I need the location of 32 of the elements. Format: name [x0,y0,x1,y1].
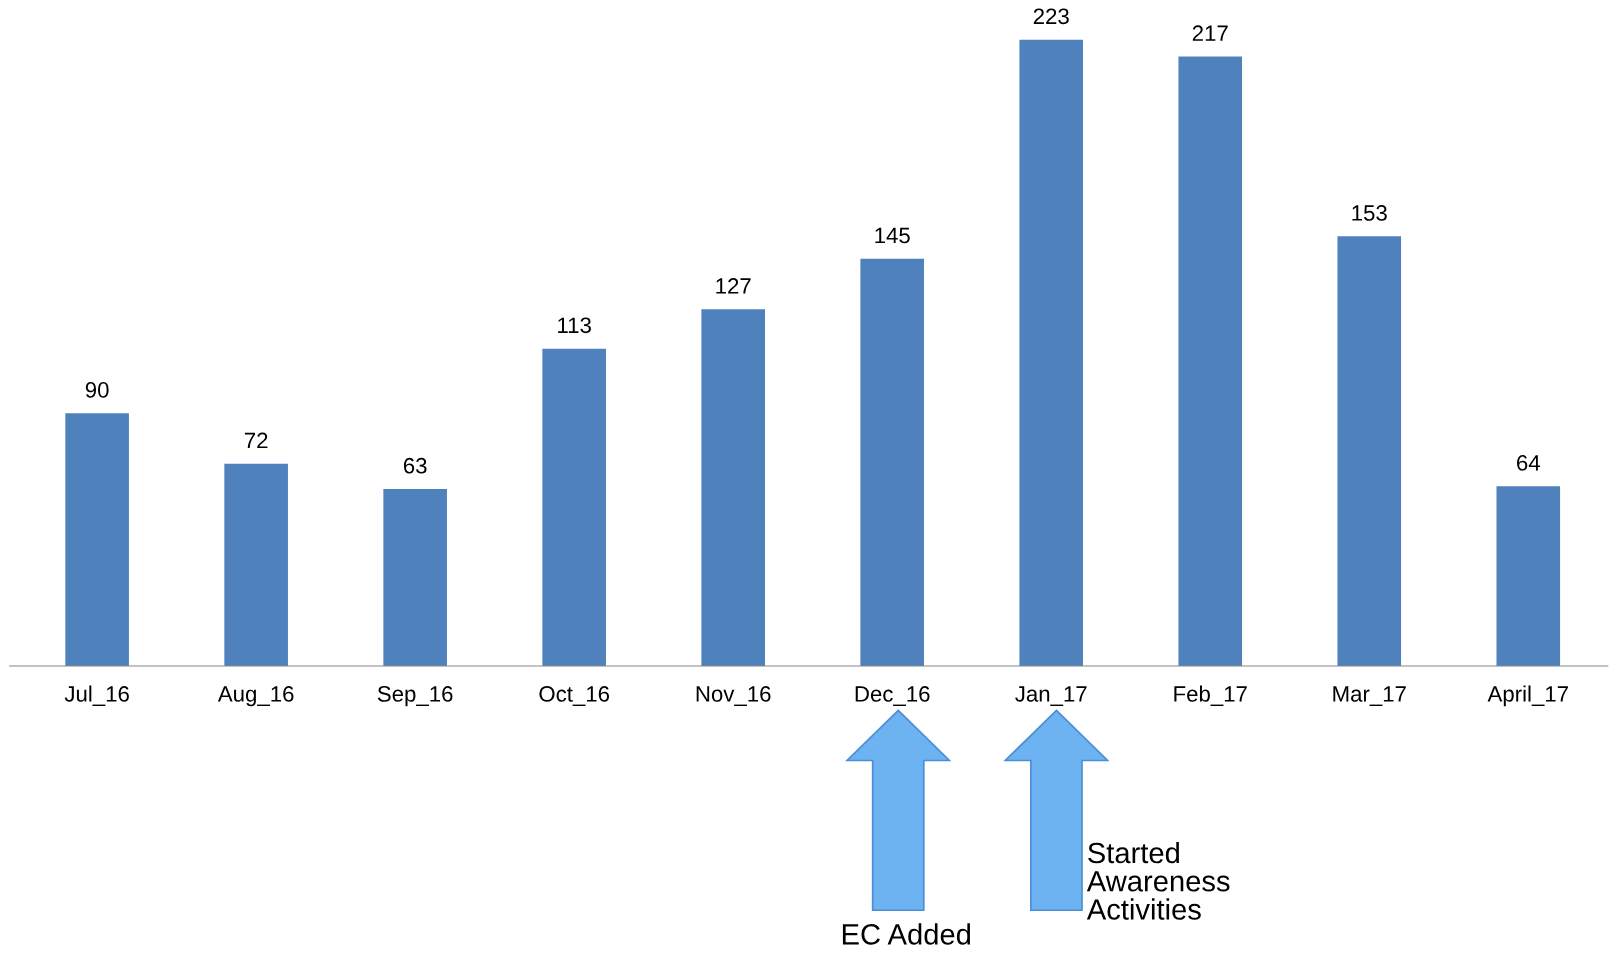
bar [1019,39,1084,667]
bar [65,413,129,667]
data-label: 64 [1517,455,1540,471]
data-label: 127 [716,278,751,294]
x-tick-label: Oct_16 [539,686,610,706]
data-label: 63 [403,457,427,474]
bar [1496,486,1561,667]
data-label: 90 [85,382,109,398]
bar [1178,56,1243,667]
x-tick-label: Jul_16 [64,685,129,706]
bar [383,489,447,667]
data-label: 72 [244,432,268,449]
x-tick-label: Nov_16 [696,686,771,706]
data-label: 145 [875,227,910,244]
bar [1337,236,1402,667]
text: EC Added [842,923,971,945]
bar [860,258,925,667]
data-label: 217 [1192,25,1228,41]
bar [542,348,606,667]
data-label: 153 [1352,205,1387,221]
text: Started Awareness Activities [1086,841,1230,920]
bar [701,309,765,667]
x-tick-label: Jan_17 [1015,686,1087,706]
x-tick-label: Aug_16 [217,686,294,707]
data-label: 113 [558,317,591,334]
x-tick-label: Sep_16 [377,686,453,707]
bar [224,463,288,667]
x-tick-label: Mar_17 [1333,686,1406,706]
x-tick-label: Dec_16 [855,686,930,706]
x-tick-label: April_17 [1487,685,1568,707]
data-label: 223 [1033,8,1069,25]
x-tick-label: Feb_17 [1174,685,1247,706]
